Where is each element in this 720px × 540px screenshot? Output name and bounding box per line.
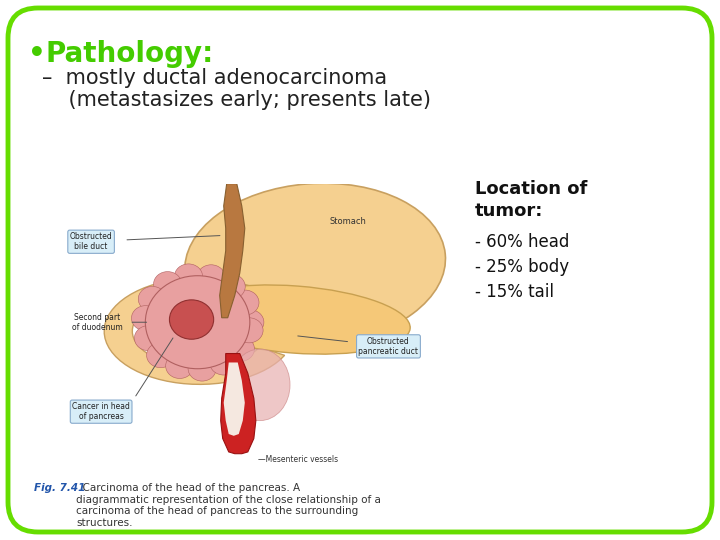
Polygon shape	[220, 184, 245, 318]
Polygon shape	[221, 354, 256, 454]
Text: Obstructed
pancreatic duct: Obstructed pancreatic duct	[359, 336, 418, 356]
Circle shape	[135, 326, 163, 350]
Circle shape	[166, 353, 194, 379]
Text: - 25% body: - 25% body	[475, 258, 569, 276]
Text: (metastasizes early; presents late): (metastasizes early; presents late)	[42, 90, 431, 110]
Ellipse shape	[230, 349, 290, 421]
Circle shape	[217, 274, 246, 299]
Polygon shape	[224, 362, 245, 436]
Text: tumor:: tumor:	[475, 202, 544, 220]
Text: Second part
of duodenum: Second part of duodenum	[72, 313, 122, 332]
FancyBboxPatch shape	[8, 8, 712, 532]
Text: Pathology:: Pathology:	[46, 40, 215, 68]
Circle shape	[153, 272, 181, 296]
Circle shape	[169, 300, 214, 339]
Circle shape	[210, 350, 238, 375]
Ellipse shape	[180, 285, 410, 354]
Polygon shape	[104, 278, 284, 384]
Text: - 60% head: - 60% head	[475, 233, 570, 251]
Circle shape	[235, 318, 263, 343]
Circle shape	[188, 356, 216, 381]
Circle shape	[197, 265, 225, 290]
Text: Fig. 7.41: Fig. 7.41	[34, 483, 85, 493]
Text: Location of: Location of	[475, 180, 588, 198]
Text: Stomach: Stomach	[330, 217, 366, 226]
Text: Carcinoma of the head of the pancreas. A
diagrammatic representation of the clos: Carcinoma of the head of the pancreas. A…	[76, 483, 381, 528]
Polygon shape	[227, 174, 240, 184]
Circle shape	[231, 290, 259, 315]
Circle shape	[132, 306, 160, 330]
Text: •: •	[28, 40, 55, 68]
Text: - 15% tail: - 15% tail	[475, 283, 554, 301]
Ellipse shape	[185, 183, 446, 345]
Circle shape	[226, 336, 254, 361]
Text: —Mesenteric vessels: —Mesenteric vessels	[258, 455, 338, 463]
Text: Cancer in head
of pancreas: Cancer in head of pancreas	[72, 402, 130, 421]
Circle shape	[145, 276, 250, 369]
Circle shape	[235, 310, 264, 335]
Text: Obstructed
bile duct: Obstructed bile duct	[70, 232, 112, 252]
Text: –  mostly ductal adenocarcinoma: – mostly ductal adenocarcinoma	[42, 68, 387, 88]
Circle shape	[138, 286, 166, 312]
Circle shape	[174, 264, 202, 289]
Circle shape	[147, 342, 175, 368]
